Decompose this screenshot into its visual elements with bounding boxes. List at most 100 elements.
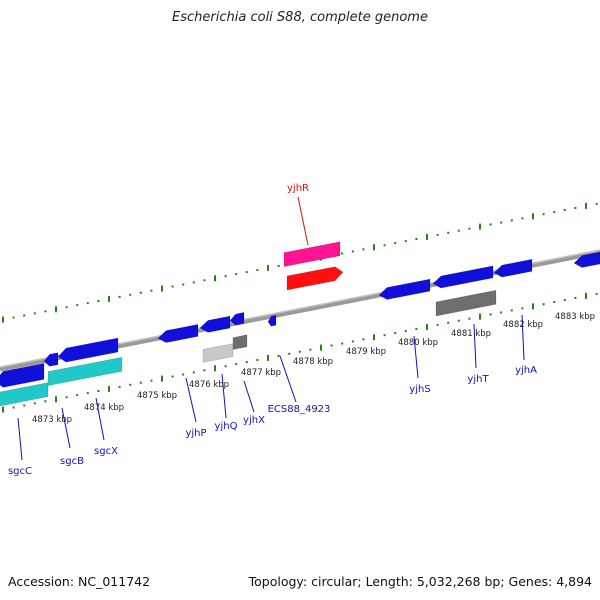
gene-label: yjhT [467,374,489,385]
minor-tick [415,238,418,240]
minor-tick [383,334,386,337]
gene-label: yjhA [515,365,537,376]
kbp-label: 4876 kbp [189,380,229,390]
minor-tick [510,309,513,312]
minor-tick [521,307,524,310]
gene-label: yjhS [409,384,430,395]
minor-tick [341,252,344,255]
minor-tick [150,379,153,382]
gene-lightgray [202,343,234,363]
minor-tick [245,271,248,274]
kbp-label: 4883 kbp [555,312,595,322]
minor-tick [468,227,471,230]
minor-tick [245,361,248,364]
minor-tick [97,300,100,302]
major-tick [55,306,57,313]
minor-tick [563,209,566,212]
kbp-label: 4879 kbp [346,347,386,357]
gene-cyan-b [47,356,123,386]
minor-tick [44,310,47,313]
kbp-label: 4873 kbp [32,415,72,425]
minor-tick [192,281,195,284]
kbp-label: 4882 kbp [503,320,543,330]
kbp-label: 4878 kbp [293,357,333,367]
leader-line [473,323,477,369]
kbp-label: 4874 kbp [84,403,124,413]
leader-line [243,380,255,413]
minor-tick [118,385,121,388]
minor-tick [86,302,89,305]
minor-tick [118,295,121,298]
minor-tick [129,383,132,386]
minor-tick [500,221,503,224]
minor-tick [192,371,195,374]
gene-yjhX [229,312,245,326]
minor-tick [542,213,545,216]
minor-tick [574,207,577,209]
gene-cyan-a [0,382,49,407]
major-tick [320,344,322,351]
gene-gray-small [232,334,248,350]
lower-tick-row [2,292,598,413]
minor-tick [595,202,598,205]
major-tick [426,233,428,240]
major-tick [108,385,110,392]
genome-summary-text: Topology: circular; Length: 5,032,268 bp… [248,574,592,589]
minor-tick [129,293,132,296]
minor-tick [65,396,68,399]
major-tick [2,406,4,413]
minor-tick [436,233,439,236]
minor-tick [468,317,471,320]
minor-tick [542,303,545,306]
minor-tick [76,304,79,307]
minor-tick [256,269,259,271]
minor-tick [383,244,386,247]
leader-line [279,355,297,403]
minor-tick [182,283,185,286]
major-tick [214,275,216,282]
minor-tick [457,319,460,322]
minor-tick [12,316,15,319]
gene-small [43,352,59,367]
minor-tick [44,400,47,403]
minor-tick [553,211,556,214]
major-tick [373,244,375,251]
minor-tick [563,299,566,302]
minor-tick [235,363,238,366]
minor-tick [309,348,312,351]
gene-red [286,266,344,291]
major-tick [2,316,4,323]
gene-edge [573,251,600,268]
minor-tick [351,250,354,253]
major-tick [267,264,269,271]
leader-line [17,417,23,461]
minor-tick [351,340,354,343]
minor-tick [171,285,174,288]
minor-tick [362,248,365,251]
kbp-label: 4880 kbp [398,338,438,348]
minor-tick [256,359,259,361]
kbp-label: 4877 kbp [241,368,281,378]
minor-tick [447,321,450,324]
minor-tick [489,223,492,226]
minor-tick [33,402,36,405]
minor-tick [288,352,291,355]
major-tick [532,213,534,220]
gene-sgcX-upper [57,337,119,363]
major-tick [161,285,163,292]
major-tick [373,334,375,341]
gene-label: yjhX [243,415,265,426]
leader-line [413,335,419,379]
gene-yjhA [493,258,533,278]
major-tick [214,365,216,372]
minor-tick [553,301,556,304]
gene-label: yjhP [185,428,206,439]
major-tick [108,295,110,302]
leader-line [521,314,525,361]
leader-line [185,377,197,423]
minor-tick [65,306,68,309]
minor-tick [97,390,100,392]
major-tick [585,292,587,299]
minor-tick [182,373,185,376]
